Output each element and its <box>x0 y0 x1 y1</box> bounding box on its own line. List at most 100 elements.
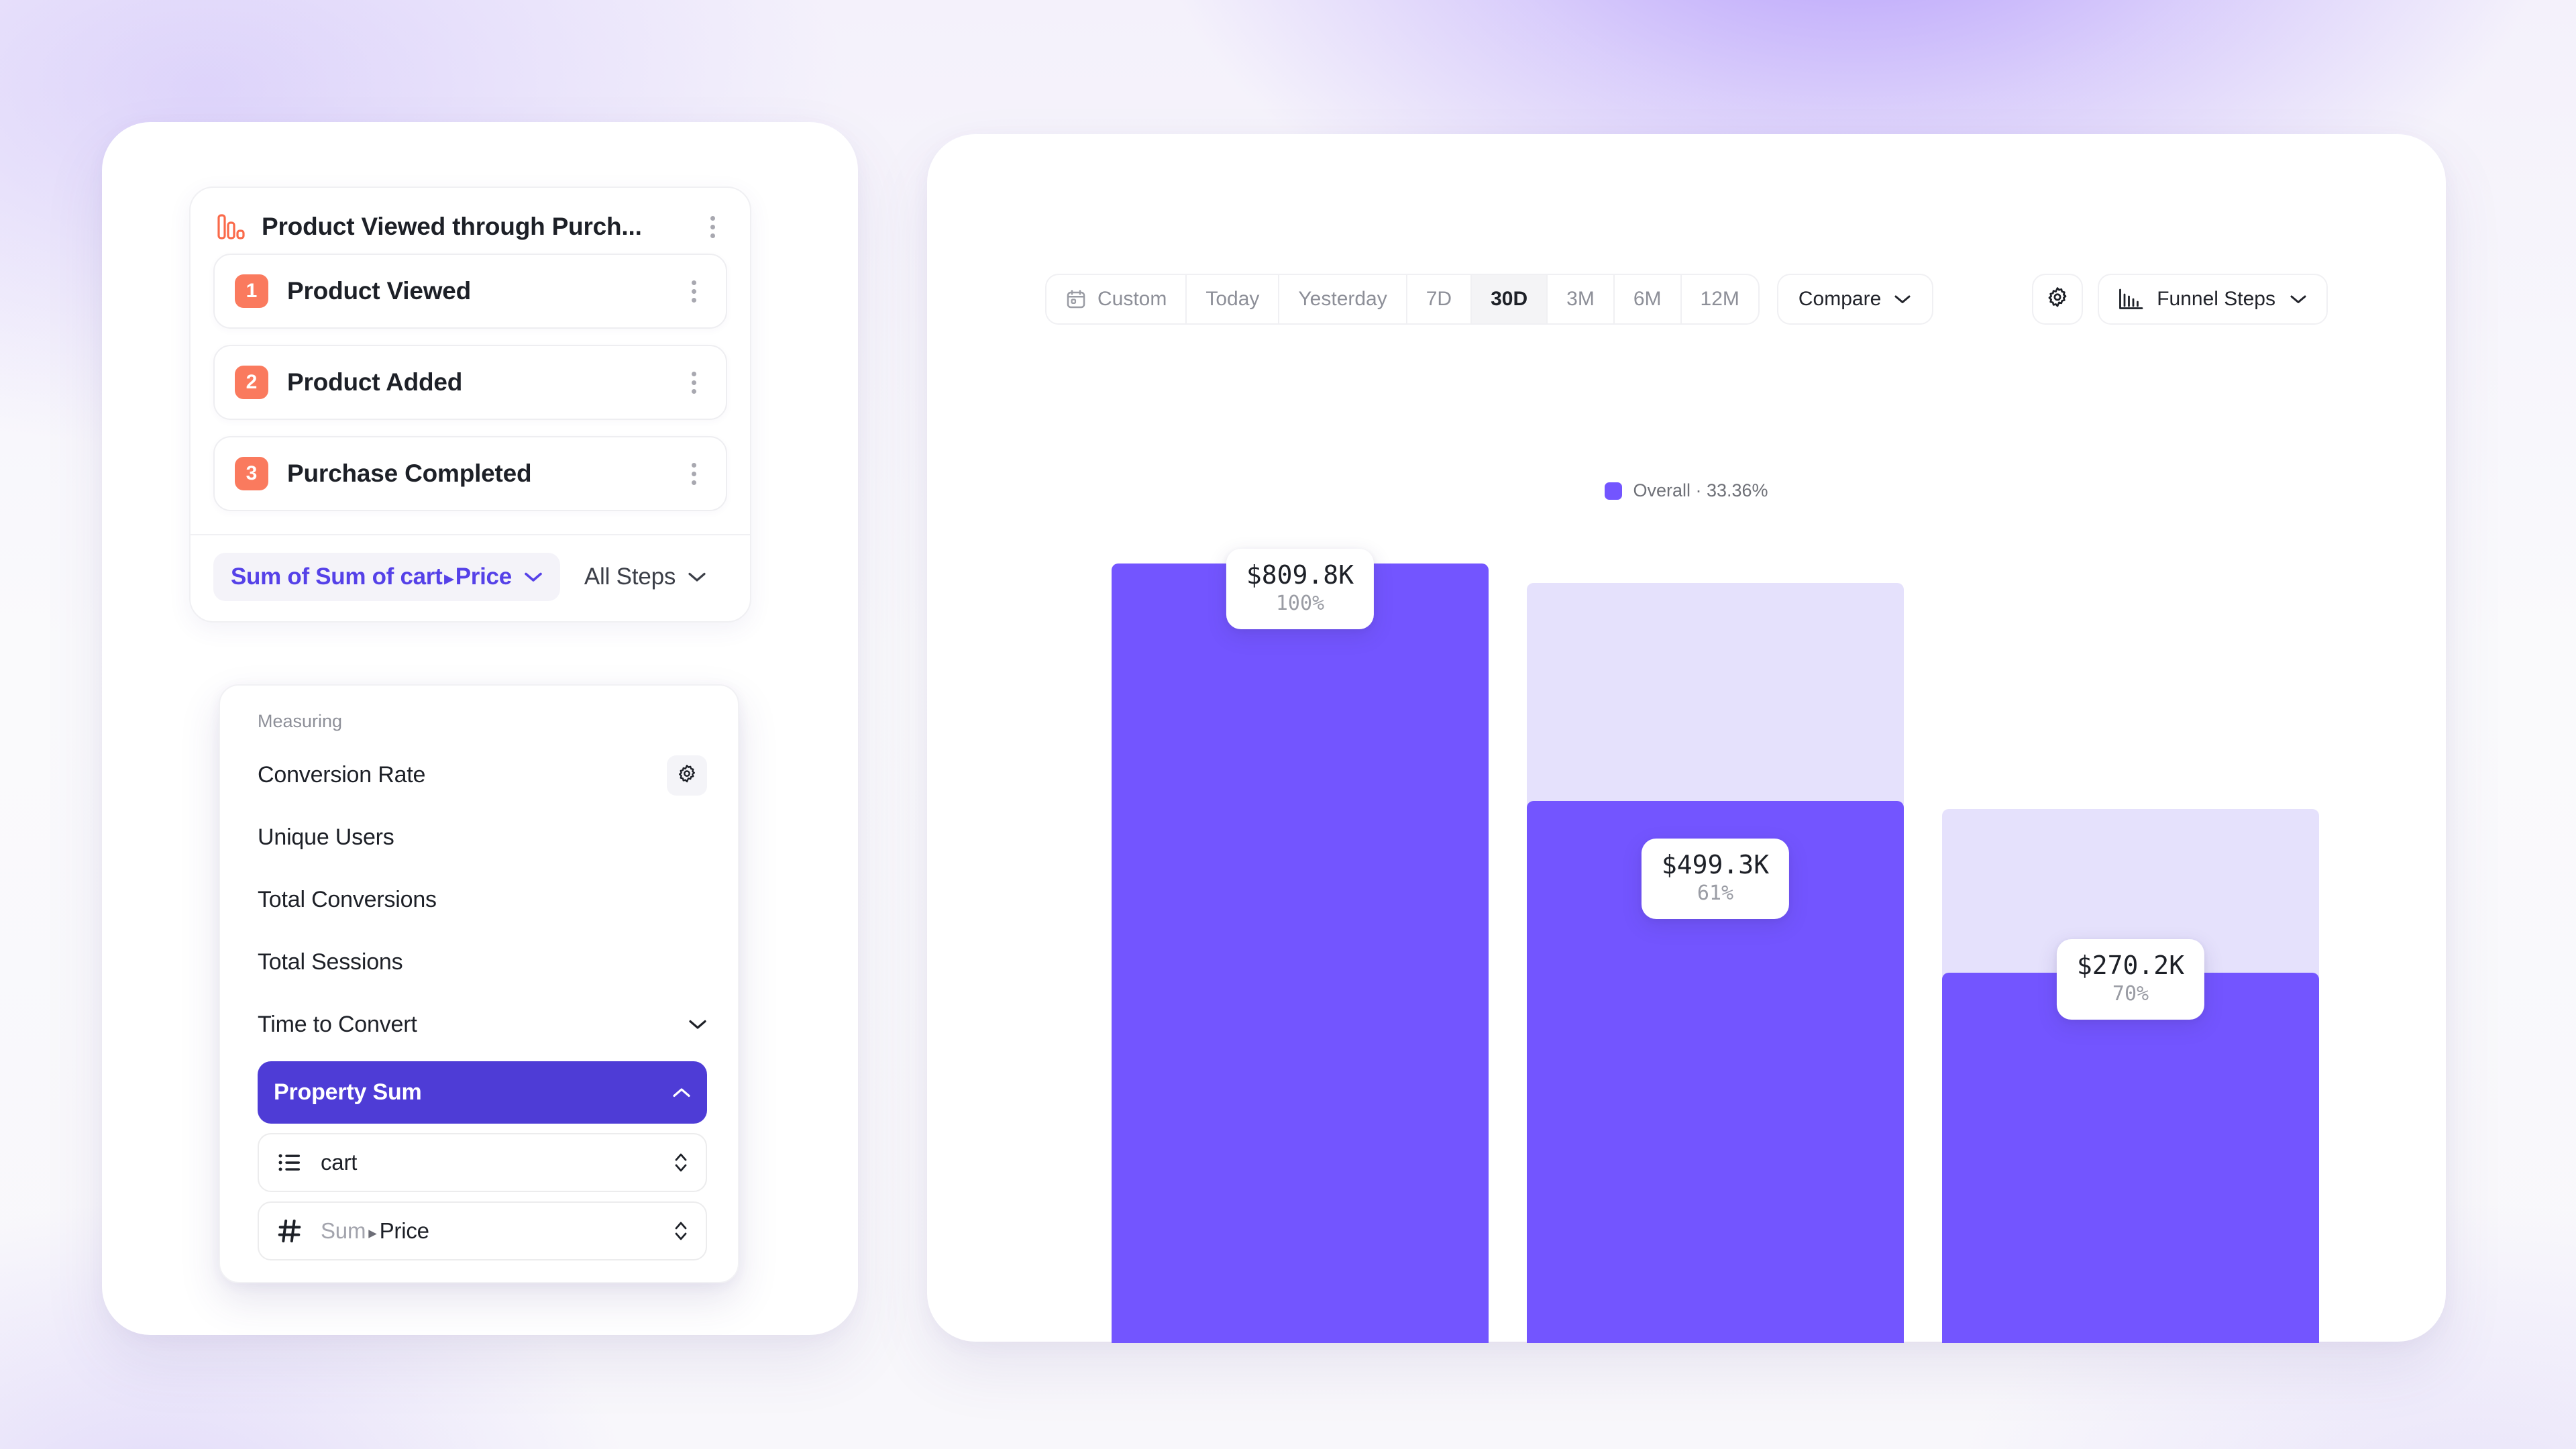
date-range-today[interactable]: Today <box>1187 275 1280 323</box>
funnel-title: Product Viewed through Purch... <box>262 213 642 240</box>
hash-icon <box>278 1220 301 1242</box>
dropdown-item-label: Property Sum <box>274 1079 422 1105</box>
measure-dropdown-menu: Measuring Conversion Rate Unique Users T… <box>219 684 739 1283</box>
date-range-label: 6M <box>1633 288 1662 310</box>
step-label: Purchase Completed <box>287 460 532 487</box>
bar-group <box>1942 564 2319 1343</box>
chart-toolbar: Custom Today Yesterday 7D 30D 3M 6M 12M … <box>1045 274 2328 325</box>
date-range-12m[interactable]: 12M <box>1682 275 1758 323</box>
bar-tooltip: $270.2K 70% <box>2056 939 2205 1020</box>
view-type-select[interactable]: Funnel Steps <box>2098 274 2328 325</box>
chart-legend: Overall · 33.36% <box>927 480 2446 501</box>
funnel-steps-list: 1 Product Viewed 2 Product Added 3 Purch… <box>191 254 750 534</box>
dropdown-item-total-conversions[interactable]: Total Conversions <box>220 869 738 931</box>
gear-icon[interactable] <box>667 755 707 796</box>
funnel-bar-chart-icon <box>217 214 245 239</box>
dropdown-item-total-sessions[interactable]: Total Sessions <box>220 931 738 994</box>
bar-percent-label: 100% <box>1275 591 1325 615</box>
gear-icon <box>2048 287 2067 307</box>
bar-group <box>1112 564 1489 1343</box>
step-label: Product Added <box>287 368 463 396</box>
property-object-label: cart <box>321 1150 358 1175</box>
bar-group <box>1527 564 1904 1343</box>
view-type-label: Funnel Steps <box>2157 288 2275 310</box>
legend-swatch <box>1605 482 1623 500</box>
date-range-segmented-control: Custom Today Yesterday 7D 30D 3M 6M 12M <box>1045 274 1760 325</box>
up-down-arrows-icon <box>675 1153 687 1172</box>
date-range-6m[interactable]: 6M <box>1615 275 1682 323</box>
all-steps-label: All Steps <box>584 564 676 590</box>
bar-tooltip: $499.3K 61% <box>1641 839 1790 919</box>
date-range-label: Custom <box>1097 288 1167 310</box>
date-range-label: 7D <box>1426 288 1452 310</box>
dropdown-item-unique-users[interactable]: Unique Users <box>220 806 738 869</box>
date-range-7d[interactable]: 7D <box>1407 275 1472 323</box>
chevron-down-icon <box>525 572 542 582</box>
bar-value-label: $809.8K <box>1246 560 1354 590</box>
date-range-label: Today <box>1205 288 1260 310</box>
date-range-label: 30D <box>1491 288 1528 310</box>
date-range-30d[interactable]: 30D <box>1472 275 1548 323</box>
gear-icon-glyph <box>679 764 695 782</box>
property-field-select[interactable]: Sum ▸ Price <box>258 1201 707 1260</box>
list-icon <box>278 1154 300 1171</box>
dropdown-item-label: Time to Convert <box>258 1012 417 1037</box>
dropdown-item-conversion-rate[interactable]: Conversion Rate <box>220 744 738 806</box>
date-range-3m[interactable]: 3M <box>1548 275 1615 323</box>
funnel-step-row[interactable]: 3 Purchase Completed <box>213 436 727 511</box>
bar-value[interactable] <box>1942 973 2319 1343</box>
compare-label: Compare <box>1798 288 1882 310</box>
property-object-select[interactable]: cart <box>258 1133 707 1192</box>
funnel-bar-chart-icon <box>2119 288 2143 309</box>
all-steps-selector[interactable]: All Steps <box>567 553 724 601</box>
funnel-card: Product Viewed through Purch... 1 Produc… <box>189 186 751 623</box>
dropdown-item-label: Unique Users <box>258 824 394 850</box>
chevron-down-icon <box>2290 295 2306 303</box>
date-range-label: 12M <box>1700 288 1739 310</box>
chevron-down-icon <box>689 1020 706 1029</box>
divider <box>191 534 750 535</box>
funnel-step-row[interactable]: 2 Product Added <box>213 345 727 420</box>
funnel-bar-chart: $809.8K 100% $499.3K 61% $270.2K 70% <box>1112 549 2319 1343</box>
date-range-label: 3M <box>1566 288 1595 310</box>
chevron-up-icon <box>673 1088 690 1097</box>
funnel-card-header: Product Viewed through Purch... <box>191 188 750 254</box>
step-number-badge: 1 <box>235 274 268 308</box>
property-field-label: Sum ▸ Price <box>321 1218 429 1243</box>
metric-selector-chip[interactable]: Sum of Sum of cart ▸Price <box>213 553 560 601</box>
step-number-badge: 3 <box>235 457 268 490</box>
bar-tooltip: $809.8K 100% <box>1226 549 1375 629</box>
step-kebab-menu-icon[interactable] <box>679 459 708 488</box>
calendar-icon <box>1067 290 1085 309</box>
funnel-chart-panel: Custom Today Yesterday 7D 30D 3M 6M 12M … <box>927 134 2446 1343</box>
chevron-down-icon <box>688 572 706 582</box>
step-kebab-menu-icon[interactable] <box>679 276 708 306</box>
dropdown-item-label: Conversion Rate <box>258 762 426 788</box>
bar-percent-label: 61% <box>1697 881 1734 905</box>
compare-button[interactable]: Compare <box>1776 274 1934 325</box>
metric-chip-label: Sum of Sum of cart ▸Price <box>231 564 512 590</box>
chevron-down-icon <box>1894 295 1911 303</box>
dropdown-item-property-sum[interactable]: Property Sum <box>258 1061 707 1124</box>
step-kebab-menu-icon[interactable] <box>679 368 708 397</box>
bar-value-label: $499.3K <box>1661 850 1770 879</box>
step-number-badge: 2 <box>235 366 268 399</box>
dropdown-item-label: Total Conversions <box>258 887 437 912</box>
date-range-custom[interactable]: Custom <box>1046 275 1187 323</box>
funnel-card-kebab-menu-icon[interactable] <box>698 212 727 241</box>
funnel-step-row[interactable]: 1 Product Viewed <box>213 254 727 329</box>
step-label: Product Viewed <box>287 277 472 305</box>
dropdown-section-label: Measuring <box>258 711 343 731</box>
bar-percent-label: 70% <box>2112 981 2149 1006</box>
date-range-yesterday[interactable]: Yesterday <box>1279 275 1407 323</box>
dropdown-item-label: Total Sessions <box>258 949 403 975</box>
bar-value-label: $270.2K <box>2076 951 2185 980</box>
chart-settings-button[interactable] <box>2032 274 2084 325</box>
metric-controls: Sum of Sum of cart ▸Price All Steps <box>191 535 750 621</box>
legend-label: Overall · 33.36% <box>1633 480 1768 500</box>
dropdown-item-time-to-convert[interactable]: Time to Convert <box>220 994 738 1056</box>
bar-value[interactable] <box>1112 564 1489 1343</box>
date-range-label: Yesterday <box>1298 288 1387 310</box>
up-down-arrows-icon <box>675 1222 687 1240</box>
